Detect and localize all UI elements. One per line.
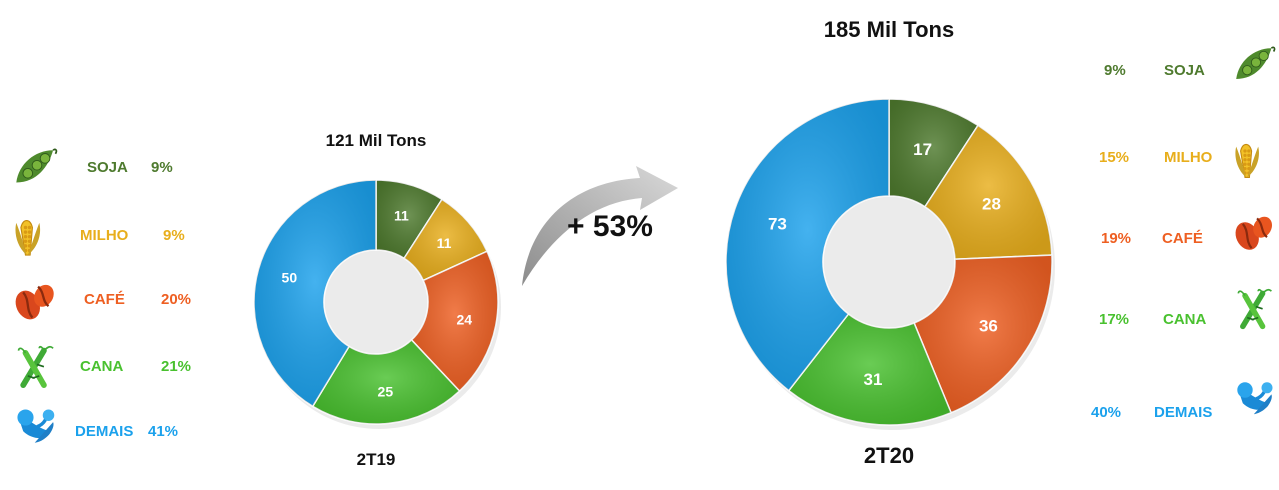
chart-title-2t19: 121 Mil Tons (326, 131, 427, 150)
period-label-2t20: 2T20 (864, 443, 914, 468)
legend-item-milho: MILHO 9% (15, 220, 185, 256)
slice-shading (725, 99, 889, 391)
legend-percent: 19% (1101, 230, 1131, 247)
legend-label: CANA (1163, 311, 1206, 328)
data-label-cafe: 36 (979, 317, 998, 336)
coffee-beans-icon (1235, 216, 1272, 250)
data-label-cana: 25 (378, 383, 394, 399)
legend-percent: 20% (161, 291, 191, 308)
curved-arrow-icon (522, 166, 678, 286)
donut-chart-2t20: 17 28 36 31 73 (725, 98, 1055, 430)
legend-label: MILHO (1164, 149, 1213, 166)
legend-label: CANA (80, 358, 123, 375)
data-label-demais: 73 (768, 215, 787, 234)
legend-item-soja: 9% SOJA (1104, 46, 1276, 79)
vegetables-icon (17, 409, 55, 443)
data-label-cafe: 24 (457, 311, 473, 327)
chart-title-2t20: 185 Mil Tons (824, 17, 954, 42)
sugarcane-icon (1237, 288, 1272, 330)
legend-2t20: 9% SOJA 15% MILHO 19% CAFÉ 17% CANA 40% DEMAIS (1091, 46, 1276, 421)
data-label-demais: 50 (282, 270, 298, 286)
legend-percent: 41% (148, 423, 178, 440)
legend-label: CAFÉ (84, 291, 125, 308)
legend-item-milho: 15% MILHO (1099, 143, 1259, 178)
data-label-milho: 11 (437, 235, 452, 251)
legend-percent: 17% (1099, 311, 1129, 328)
data-label-cana: 31 (864, 370, 883, 389)
donut-chart-2t19: 11 11 24 25 50 (253, 179, 501, 429)
sugarcane-icon (17, 345, 54, 388)
legend-2t19: SOJA 9% MILHO 9% CAFÉ 20% CANA 21% DEMAIS 41% (15, 148, 191, 443)
legend-percent: 9% (151, 159, 173, 176)
data-label-soja: 17 (913, 140, 932, 159)
legend-label: SOJA (1164, 62, 1205, 79)
slice-shading (253, 179, 376, 407)
legend-item-cana: CANA 21% (17, 345, 191, 388)
legend-item-cafe: 19% CAFÉ (1101, 216, 1272, 250)
data-label-soja: 11 (394, 208, 409, 224)
growth-label: + 53% (567, 210, 653, 243)
soybean-pod-icon (1236, 46, 1276, 79)
legend-label: CAFÉ (1162, 230, 1203, 247)
slice-shading (312, 339, 460, 424)
legend-percent: 9% (163, 227, 185, 244)
legend-item-soja: SOJA 9% (16, 148, 173, 183)
coffee-beans-icon (15, 284, 54, 320)
slice-shading (889, 99, 978, 207)
legend-item-demais: 40% DEMAIS (1091, 382, 1273, 421)
legend-label: DEMAIS (75, 423, 133, 440)
legend-label: DEMAIS (1154, 404, 1212, 421)
vegetables-icon (1237, 382, 1273, 415)
slice-shading (376, 180, 442, 259)
legend-label: MILHO (80, 227, 129, 244)
slice-shading (788, 314, 952, 425)
legend-label: SOJA (87, 159, 128, 176)
data-label-milho: 28 (982, 195, 1001, 214)
legend-item-cafe: CAFÉ 20% (15, 284, 191, 320)
period-label-2t19: 2T19 (357, 450, 396, 469)
soybean-pod-icon (16, 148, 58, 183)
corn-icon (15, 220, 41, 256)
slice-shading (411, 251, 498, 392)
corn-icon (1235, 143, 1259, 178)
legend-item-cana: 17% CANA (1099, 288, 1272, 330)
legend-percent: 15% (1099, 149, 1129, 166)
legend-percent: 21% (161, 358, 191, 375)
legend-percent: 40% (1091, 404, 1121, 421)
legend-item-demais: DEMAIS 41% (17, 409, 178, 443)
slice-shading (914, 255, 1052, 413)
legend-percent: 9% (1104, 62, 1126, 79)
slice-shading (925, 125, 1052, 260)
